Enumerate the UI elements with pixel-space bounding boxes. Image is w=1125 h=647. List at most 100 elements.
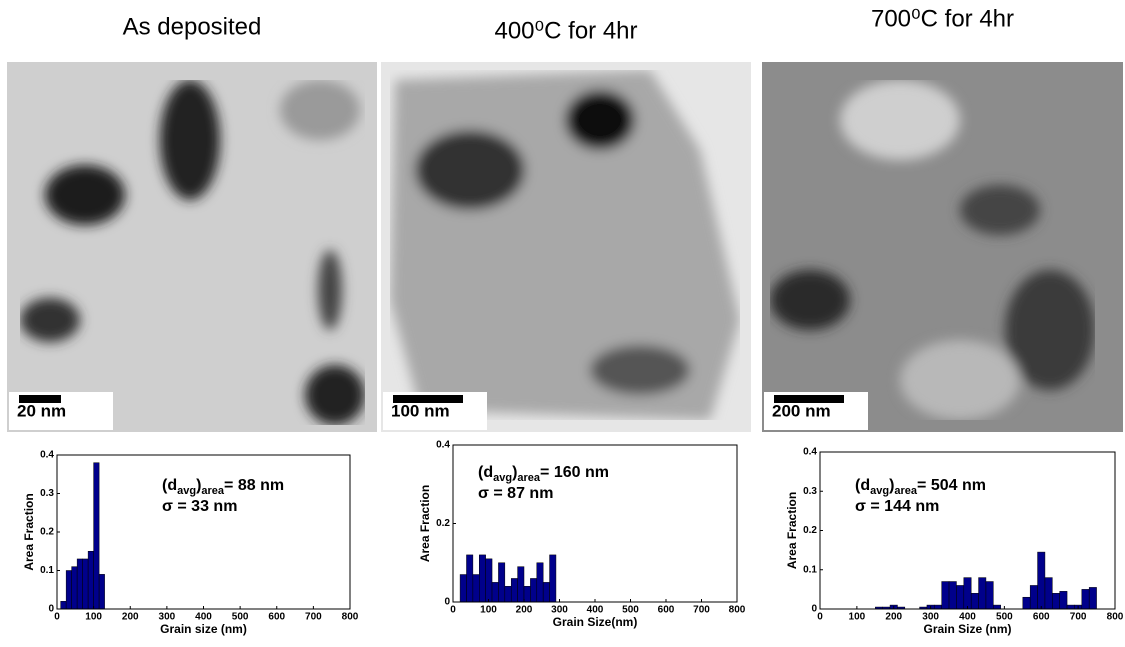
x-tick-label: 400 bbox=[195, 612, 212, 623]
scale-label: 100 nm bbox=[391, 401, 450, 420]
y-tick-label: 0.2 bbox=[40, 527, 54, 538]
y-tick-label: 0.4 bbox=[40, 450, 54, 461]
annotation-part: = 504 nm bbox=[917, 477, 986, 494]
x-tick-label: 500 bbox=[232, 612, 249, 623]
x-tick-label: 300 bbox=[551, 605, 568, 616]
x-axis-label: Grain size (nm) bbox=[160, 622, 247, 636]
x-tick-label: 300 bbox=[159, 612, 176, 623]
bar bbox=[1066, 604, 1075, 610]
annotation-part: = 160 nm bbox=[540, 464, 609, 481]
y-tick-label: 0.2 bbox=[436, 518, 450, 529]
bar bbox=[485, 558, 493, 603]
bar bbox=[65, 570, 72, 610]
x-tick-label: 100 bbox=[480, 605, 497, 616]
bar bbox=[472, 574, 480, 603]
x-tick-label: 100 bbox=[849, 612, 866, 623]
x-tick-label: 0 bbox=[817, 612, 823, 623]
sigma: σ = 144 nm bbox=[855, 498, 939, 515]
x-tick-label: 0 bbox=[54, 612, 60, 623]
bar bbox=[466, 554, 474, 603]
bar bbox=[93, 462, 100, 610]
x-tick-label: 600 bbox=[658, 605, 675, 616]
bar bbox=[76, 558, 83, 610]
sigma: σ = 87 nm bbox=[478, 485, 553, 502]
y-tick-label: 0.3 bbox=[40, 488, 54, 499]
panel-title: As deposited bbox=[123, 13, 262, 40]
bar bbox=[1081, 589, 1090, 610]
panel-title: 700⁰C for 4hr bbox=[871, 5, 1014, 32]
bar bbox=[510, 578, 518, 603]
y-tick-label: 0.1 bbox=[40, 565, 54, 576]
bar bbox=[87, 551, 94, 610]
bar bbox=[549, 554, 557, 603]
x-tick-label: 100 bbox=[85, 612, 102, 623]
annotation: (davg)area= 88 nm bbox=[162, 477, 284, 497]
annotation: (davg)area= 504 nm bbox=[855, 477, 986, 497]
bar bbox=[985, 581, 994, 610]
bar bbox=[1044, 577, 1053, 610]
x-tick-label: 700 bbox=[1070, 612, 1087, 623]
bar bbox=[523, 586, 531, 603]
x-tick-label: 200 bbox=[122, 612, 139, 623]
bar bbox=[1022, 596, 1031, 610]
x-tick-label: 800 bbox=[1107, 612, 1124, 623]
x-tick-label: 600 bbox=[1033, 612, 1050, 623]
bar bbox=[956, 585, 965, 610]
annotation-part: avg bbox=[493, 472, 512, 484]
bar bbox=[498, 562, 506, 603]
bar bbox=[536, 562, 544, 603]
bar bbox=[71, 566, 78, 610]
x-tick-label: 700 bbox=[305, 612, 322, 623]
y-tick-label: 0 bbox=[811, 604, 817, 615]
y-tick-label: 0.2 bbox=[803, 525, 817, 536]
annotation: (davg)area= 160 nm bbox=[478, 464, 609, 484]
annotation-part: area bbox=[894, 485, 918, 497]
bar bbox=[993, 604, 1001, 610]
annotation-part: (d bbox=[162, 477, 177, 494]
y-tick-label: 0 bbox=[444, 597, 450, 608]
x-tick-label: 800 bbox=[342, 612, 359, 623]
bar bbox=[459, 574, 467, 603]
micrograph-3 bbox=[762, 62, 1123, 432]
y-axis-label: Area Fraction bbox=[22, 493, 36, 570]
micrograph-2 bbox=[381, 62, 751, 432]
x-tick-label: 200 bbox=[516, 605, 533, 616]
x-tick-label: 300 bbox=[922, 612, 939, 623]
bar bbox=[934, 604, 942, 610]
annotation-part: (d bbox=[855, 477, 870, 494]
y-tick-label: 0.4 bbox=[803, 447, 817, 458]
bar bbox=[479, 554, 486, 603]
bar bbox=[970, 593, 979, 610]
bar bbox=[542, 582, 550, 603]
scale-label: 200 nm bbox=[772, 401, 831, 420]
y-tick-label: 0.1 bbox=[803, 564, 817, 575]
x-tick-label: 800 bbox=[729, 605, 746, 616]
bar bbox=[504, 586, 512, 603]
x-tick-label: 700 bbox=[693, 605, 710, 616]
annotation-part: avg bbox=[177, 485, 196, 497]
annotation-part: = 88 nm bbox=[224, 477, 284, 494]
x-tick-label: 200 bbox=[885, 612, 902, 623]
x-tick-label: 500 bbox=[622, 605, 639, 616]
x-tick-label: 400 bbox=[587, 605, 604, 616]
bar bbox=[941, 581, 950, 610]
y-tick-label: 0 bbox=[48, 604, 54, 615]
annotation-part: area bbox=[517, 472, 541, 484]
annotation-part: area bbox=[201, 485, 225, 497]
bar bbox=[963, 577, 972, 610]
x-axis-label: Grain Size (nm) bbox=[923, 622, 1011, 636]
bar bbox=[1029, 585, 1038, 610]
x-axis-label: Grain Size(nm) bbox=[553, 615, 638, 629]
x-tick-label: 0 bbox=[450, 605, 456, 616]
bar bbox=[517, 566, 525, 603]
x-tick-label: 500 bbox=[996, 612, 1013, 623]
scale-bar bbox=[393, 395, 463, 403]
annotation-part: ) bbox=[889, 477, 894, 494]
bar bbox=[1037, 551, 1046, 610]
scale-bar bbox=[19, 395, 61, 403]
micrograph-1 bbox=[7, 62, 377, 432]
sigma: σ = 33 nm bbox=[162, 498, 237, 515]
y-axis-label: Area Fraction bbox=[418, 485, 432, 562]
